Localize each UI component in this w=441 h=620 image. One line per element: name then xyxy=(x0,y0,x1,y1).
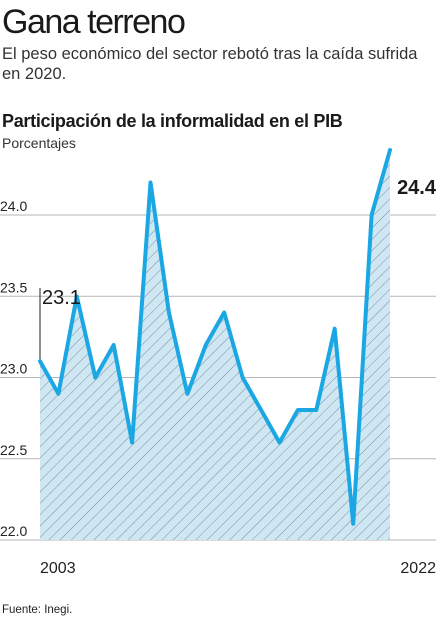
first-value-label: 23.1 xyxy=(42,287,81,309)
headline: Gana terreno xyxy=(2,3,186,41)
chart-title: Participación de la informalidad en el P… xyxy=(2,111,343,131)
y-tick-label: 23.0 xyxy=(0,361,27,377)
subtitle: El peso económico del sector rebotó tras… xyxy=(2,45,418,83)
y-tick-label: 22.5 xyxy=(0,442,27,458)
y-tick-label: 23.5 xyxy=(0,279,27,295)
x-tick-labels: 2003 2022 xyxy=(40,560,436,577)
y-tick-labels: 24.0 23.5 23.0 22.5 22.0 xyxy=(0,198,27,539)
source-note: Fuente: Inegi. xyxy=(2,604,73,616)
x-tick-label: 2022 xyxy=(400,560,436,577)
last-value-label: 24.4 xyxy=(397,177,437,199)
y-axis-units: Porcentajes xyxy=(2,135,76,151)
series-line xyxy=(38,148,392,526)
area-fill xyxy=(40,150,390,540)
y-tick-label: 24.0 xyxy=(0,198,27,214)
x-tick-label: 2003 xyxy=(40,560,76,577)
y-tick-label: 22.0 xyxy=(0,523,27,539)
informality-chart: 24.0 23.5 23.0 22.5 22.0 2003 2022 23.1 24.4 xyxy=(0,148,437,577)
